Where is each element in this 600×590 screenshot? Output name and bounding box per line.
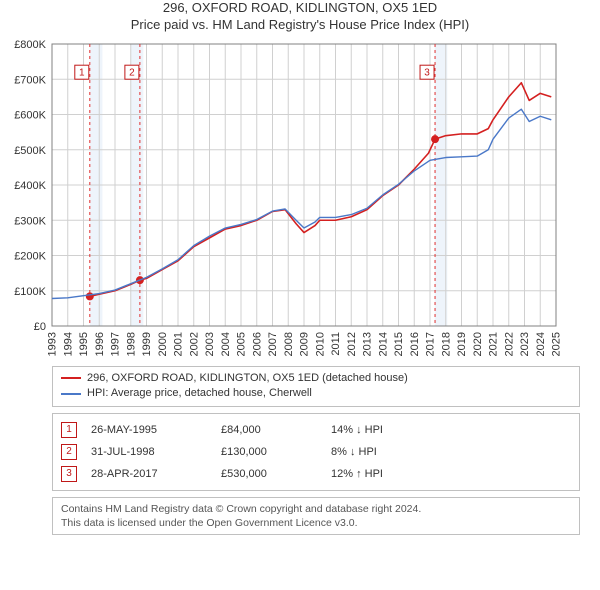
- event-delta: 8% ↓ HPI: [331, 446, 571, 458]
- svg-text:1993: 1993: [47, 332, 59, 356]
- svg-text:2002: 2002: [188, 332, 200, 356]
- event-price: £130,000: [221, 446, 331, 458]
- svg-text:1998: 1998: [125, 332, 137, 356]
- svg-text:£500K: £500K: [14, 145, 46, 157]
- event-date: 28-APR-2017: [91, 468, 221, 480]
- svg-text:2004: 2004: [220, 332, 232, 356]
- legend-swatch: [61, 377, 81, 379]
- event-delta: 14% ↓ HPI: [331, 424, 571, 436]
- svg-text:2003: 2003: [204, 332, 216, 356]
- svg-text:2012: 2012: [346, 332, 358, 356]
- svg-text:2015: 2015: [393, 332, 405, 356]
- event-marker: 2: [61, 444, 77, 460]
- event-marker: 3: [61, 466, 77, 482]
- svg-text:3: 3: [424, 67, 430, 78]
- svg-text:2020: 2020: [472, 332, 484, 356]
- svg-text:£400K: £400K: [14, 180, 46, 192]
- svg-text:2: 2: [129, 67, 135, 78]
- svg-text:2017: 2017: [425, 332, 437, 356]
- event-price: £84,000: [221, 424, 331, 436]
- event-marker: 1: [61, 422, 77, 438]
- svg-text:£100K: £100K: [14, 286, 46, 298]
- svg-text:2016: 2016: [409, 332, 421, 356]
- license-line-1: Contains HM Land Registry data © Crown c…: [61, 502, 571, 516]
- event-price: £530,000: [221, 468, 331, 480]
- svg-text:1994: 1994: [62, 332, 74, 356]
- svg-text:2007: 2007: [267, 332, 279, 356]
- svg-text:1999: 1999: [141, 332, 153, 356]
- legend-row: 296, OXFORD ROAD, KIDLINGTON, OX5 1ED (d…: [61, 371, 571, 386]
- svg-text:2011: 2011: [330, 332, 342, 356]
- license-line-2: This data is licensed under the Open Gov…: [61, 516, 571, 530]
- svg-text:2013: 2013: [362, 332, 374, 356]
- svg-text:2006: 2006: [251, 332, 263, 356]
- svg-text:2023: 2023: [519, 332, 531, 356]
- svg-text:2010: 2010: [314, 332, 326, 356]
- license-note: Contains HM Land Registry data © Crown c…: [52, 497, 580, 535]
- legend: 296, OXFORD ROAD, KIDLINGTON, OX5 1ED (d…: [52, 366, 580, 407]
- svg-text:£800K: £800K: [14, 40, 46, 51]
- svg-text:2022: 2022: [503, 332, 515, 356]
- event-date: 31-JUL-1998: [91, 446, 221, 458]
- svg-text:£200K: £200K: [14, 250, 46, 262]
- svg-text:2024: 2024: [535, 332, 547, 356]
- event-date: 26-MAY-1995: [91, 424, 221, 436]
- svg-text:1995: 1995: [78, 332, 90, 356]
- events-table: 1 26-MAY-1995£84,00014% ↓ HPI 2 31-JUL-1998…: [52, 413, 580, 491]
- legend-swatch: [61, 393, 81, 395]
- title-line-2: Price paid vs. HM Land Registry's House …: [0, 17, 600, 34]
- svg-text:2005: 2005: [236, 332, 248, 356]
- svg-text:2009: 2009: [299, 332, 311, 356]
- svg-text:2014: 2014: [377, 332, 389, 356]
- svg-text:2008: 2008: [283, 332, 295, 356]
- title-line-1: 296, OXFORD ROAD, KIDLINGTON, OX5 1ED: [0, 0, 600, 17]
- svg-text:2000: 2000: [157, 332, 169, 356]
- svg-text:2018: 2018: [440, 332, 452, 356]
- svg-text:1996: 1996: [94, 332, 106, 356]
- svg-text:2021: 2021: [488, 332, 500, 356]
- legend-row: HPI: Average price, detached house, Cher…: [61, 386, 571, 401]
- svg-text:1997: 1997: [110, 332, 122, 356]
- svg-text:2001: 2001: [173, 332, 185, 356]
- svg-text:£0: £0: [34, 321, 46, 333]
- svg-text:£300K: £300K: [14, 215, 46, 227]
- price-chart: £0 £100K £200K £300K £400K £500K £600K £700K £80…: [0, 40, 600, 360]
- svg-text:£600K: £600K: [14, 109, 46, 121]
- svg-text:2025: 2025: [551, 332, 560, 356]
- event-delta: 12% ↑ HPI: [331, 468, 571, 480]
- svg-text:2019: 2019: [456, 332, 468, 356]
- legend-label: 296, OXFORD ROAD, KIDLINGTON, OX5 1ED (d…: [87, 371, 408, 386]
- svg-text:1: 1: [79, 67, 85, 78]
- svg-text:£700K: £700K: [14, 74, 46, 86]
- legend-label: HPI: Average price, detached house, Cher…: [87, 386, 312, 401]
